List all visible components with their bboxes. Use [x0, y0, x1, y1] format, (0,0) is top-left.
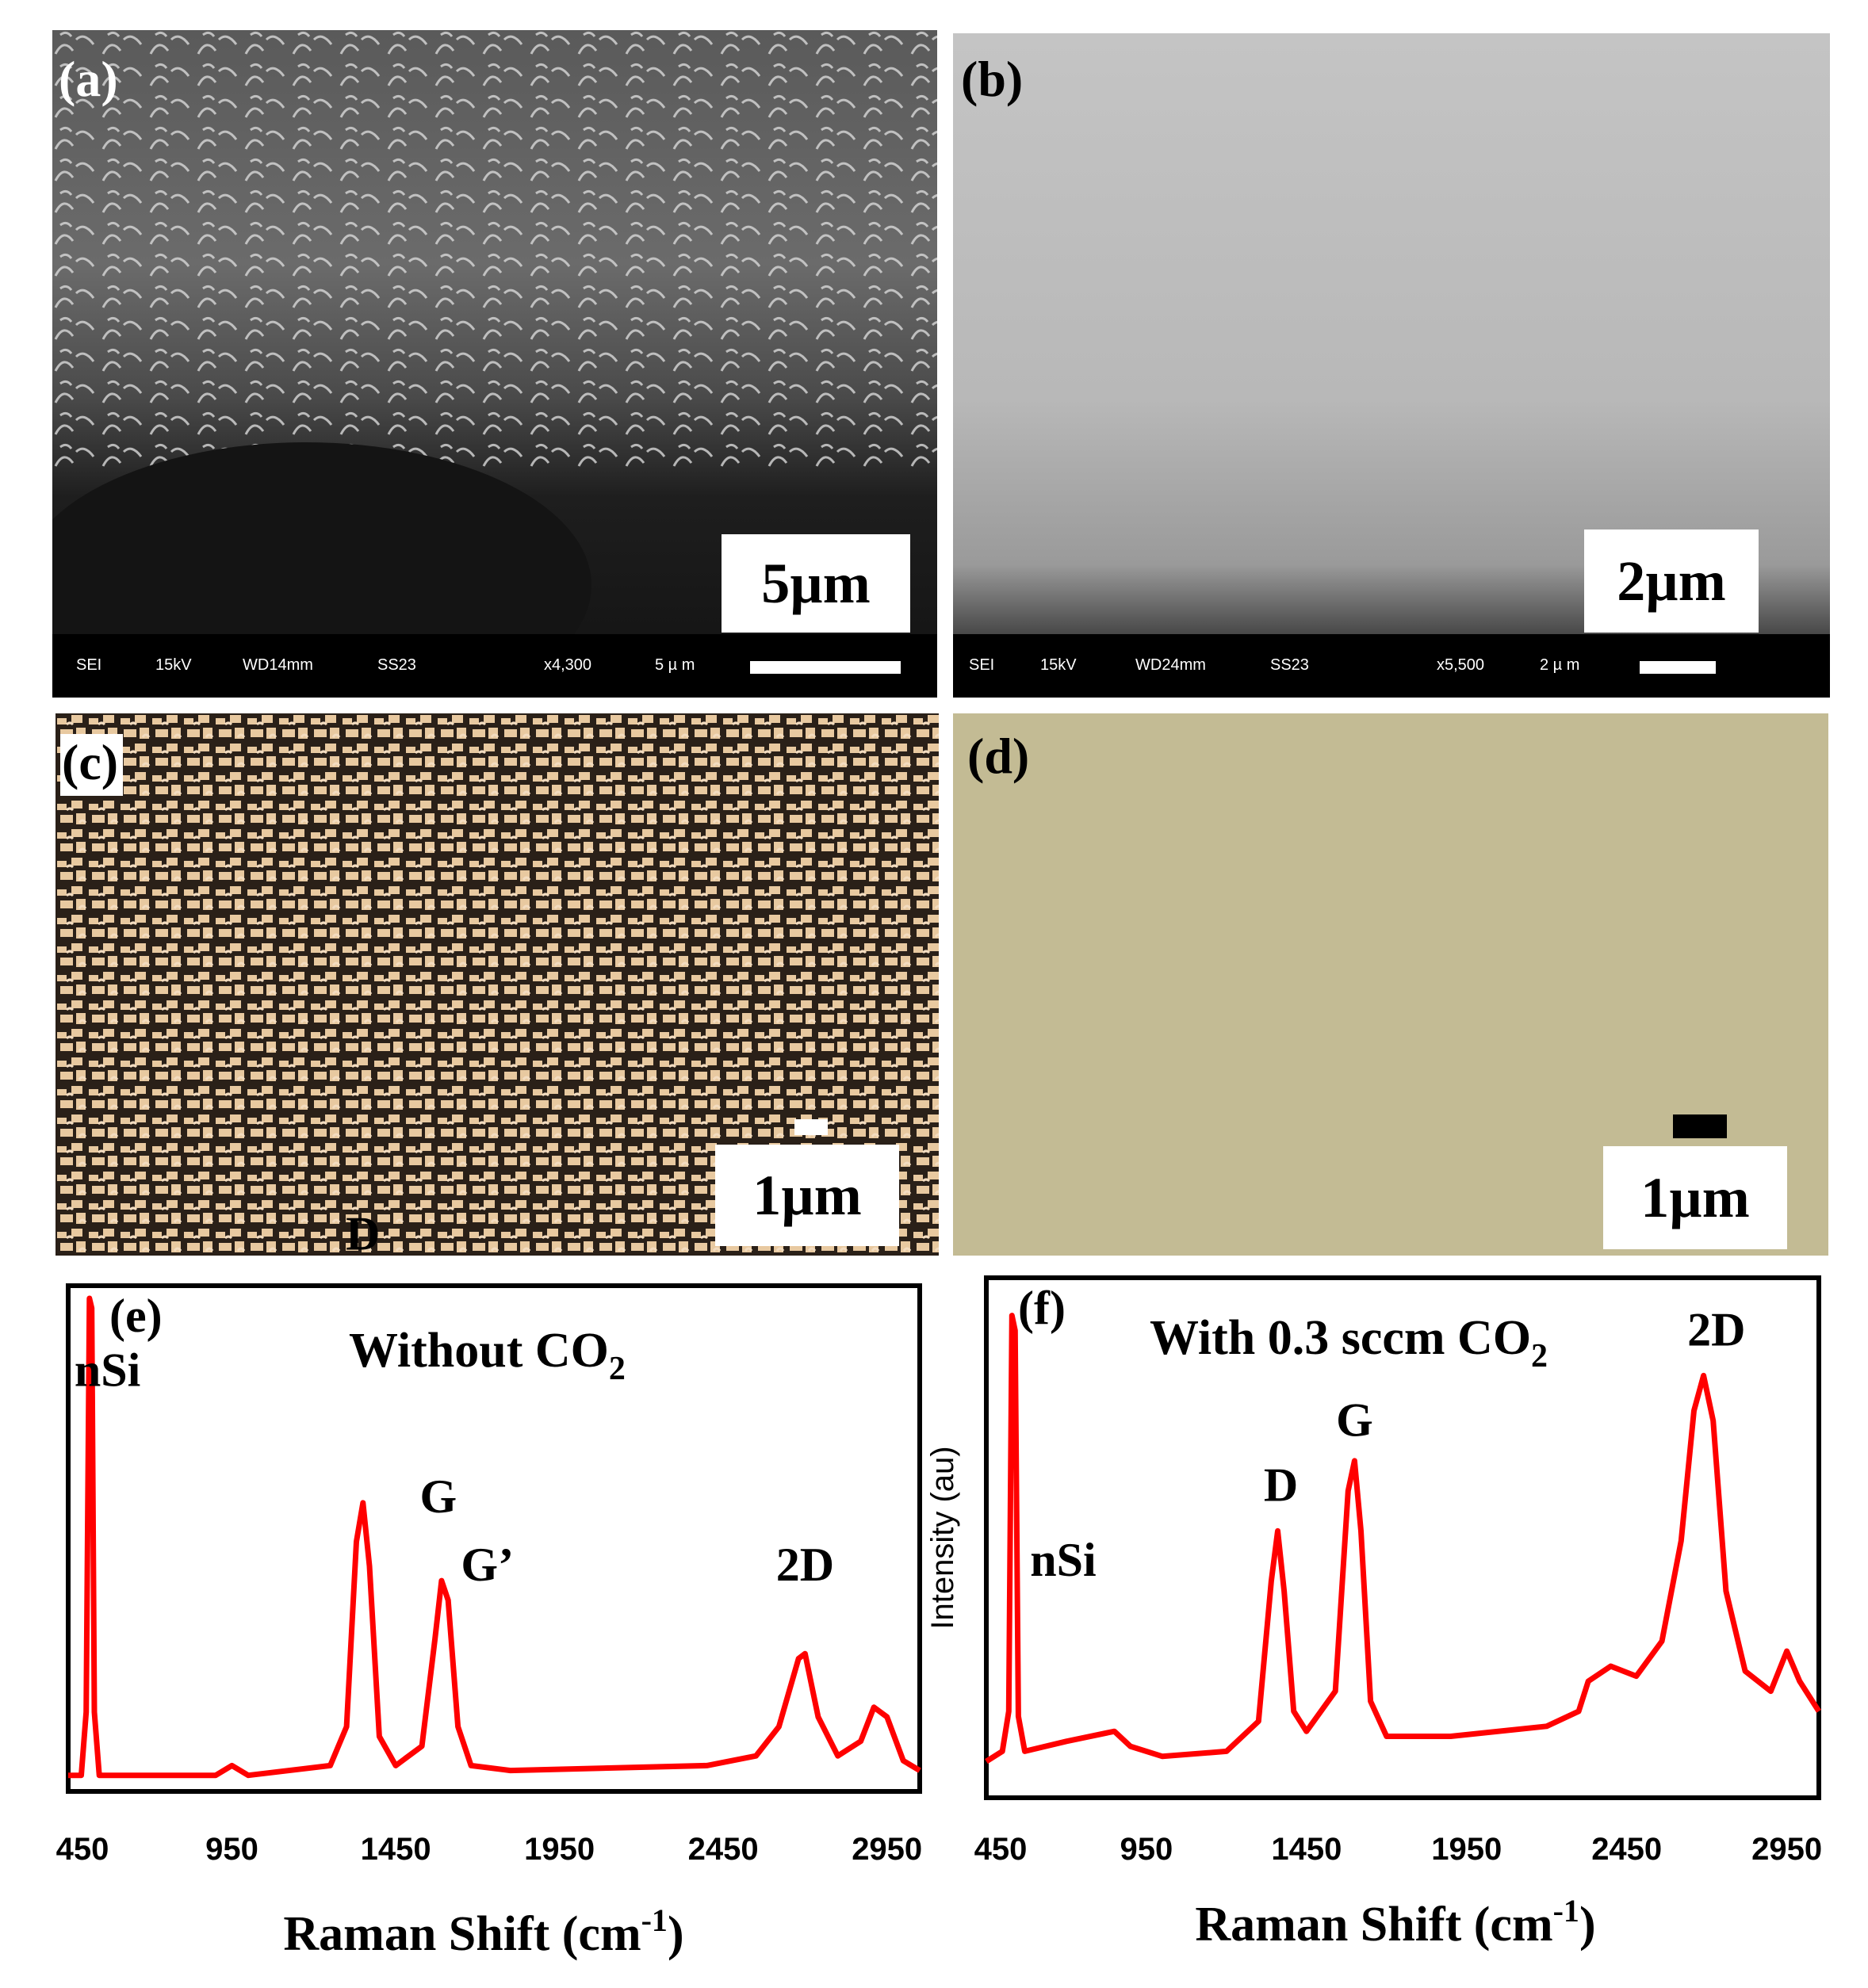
- peak-label-2d: 2D: [776, 1539, 834, 1591]
- info-voltage: 15kV: [1040, 656, 1077, 674]
- x-tick-label: 1450: [361, 1832, 431, 1867]
- x-axis-label-f: Raman Shift (cm-1): [1195, 1893, 1595, 1952]
- title-subscript: 2: [1531, 1338, 1548, 1374]
- x-tick-label: 450: [56, 1832, 109, 1867]
- xlabel-superscript: -1: [641, 1902, 668, 1938]
- peak-label-2d: 2D: [1687, 1304, 1745, 1356]
- x-axis-label-e: Raman Shift (cm-1): [283, 1902, 683, 1961]
- xlabel-close: ): [1579, 1898, 1596, 1952]
- sem-info-bar-b: SEI 15kV WD24mm SS23 x5,500 2 µ m: [953, 634, 1830, 698]
- optical-image-d: (d) 1µm: [953, 713, 1828, 1256]
- peak-label-nsi: nSi: [1030, 1534, 1096, 1586]
- info-wd: WD24mm: [1135, 656, 1206, 674]
- scale-bar-a: [750, 661, 901, 674]
- x-tick-label: 950: [1120, 1832, 1173, 1867]
- info-mag: x5,500: [1437, 656, 1485, 674]
- scale-label-b: 2µm: [1584, 529, 1759, 633]
- plot-frame-f: [984, 1275, 1821, 1800]
- info-ss: SS23: [1270, 656, 1309, 674]
- panel-label-e: (e): [109, 1290, 163, 1342]
- spectrum-line-f: [985, 1313, 1821, 1764]
- peak-label-d: D: [1264, 1459, 1298, 1511]
- info-scale: 2 µ m: [1540, 656, 1580, 674]
- x-tick-label: 2450: [1591, 1832, 1662, 1867]
- scale-bar-c: [794, 1119, 828, 1135]
- peak-label-g: G: [419, 1470, 457, 1523]
- title-subscript: 2: [609, 1351, 626, 1387]
- scale-bar-b: [1640, 661, 1716, 674]
- sem-info-bar-a: SEI 15kV WD14mm SS23 x4,300 5 µ m: [52, 634, 937, 698]
- chart-title-e: Without CO2: [349, 1324, 626, 1387]
- peak-label-nsi: nSi: [75, 1344, 140, 1397]
- x-tick-label: 950: [205, 1832, 258, 1867]
- x-tick-label: 1450: [1271, 1832, 1342, 1867]
- x-tick-label: 2950: [1751, 1832, 1822, 1867]
- peak-label-g: G’: [461, 1539, 514, 1591]
- x-tick-label: 1950: [524, 1832, 595, 1867]
- panel-label-a: (a): [59, 51, 118, 107]
- info-mode: SEI: [969, 656, 995, 674]
- scale-label-d: 1µm: [1603, 1146, 1787, 1249]
- info-scale: 5 µ m: [655, 656, 695, 674]
- panel-label-b: (b): [961, 51, 1024, 107]
- scale-label-a: 5µm: [722, 534, 910, 633]
- spectrum-line-e: [68, 1295, 921, 1779]
- x-tick-label: 2950: [852, 1832, 922, 1867]
- plot-frame-e: [66, 1283, 922, 1794]
- sem-texture-a: [52, 30, 937, 698]
- x-tick-label: 2450: [688, 1832, 759, 1867]
- y-axis-label-f: Intensity (au): [925, 1446, 960, 1629]
- info-voltage: 15kV: [155, 656, 192, 674]
- info-wd: WD14mm: [243, 656, 313, 674]
- x-tick-label: 450: [974, 1832, 1028, 1867]
- panel-label-f: (f): [1018, 1282, 1066, 1334]
- peak-label-g: G: [1336, 1394, 1373, 1446]
- sem-image-a: (a) 5µm SEI 15kV WD14mm SS23 x4,300 5 µ …: [52, 30, 937, 698]
- xlabel-close: ): [668, 1907, 684, 1961]
- panel-label-c: (c): [60, 734, 124, 796]
- chart-title-f: With 0.3 sccm CO2: [1150, 1311, 1548, 1374]
- panel-label-d: (d): [967, 728, 1030, 784]
- info-ss: SS23: [377, 656, 416, 674]
- scale-bar-d: [1673, 1114, 1727, 1138]
- info-mode: SEI: [76, 656, 102, 674]
- scale-label-c: 1µm: [715, 1145, 899, 1246]
- optical-image-c: (c) 1µm: [56, 713, 939, 1256]
- x-tick-label: 1950: [1431, 1832, 1502, 1867]
- sem-image-b: (b) 2µm SEI 15kV WD24mm SS23 x5,500 2 µ …: [953, 33, 1830, 698]
- xlabel-superscript: -1: [1553, 1893, 1579, 1929]
- info-mag: x4,300: [544, 656, 592, 674]
